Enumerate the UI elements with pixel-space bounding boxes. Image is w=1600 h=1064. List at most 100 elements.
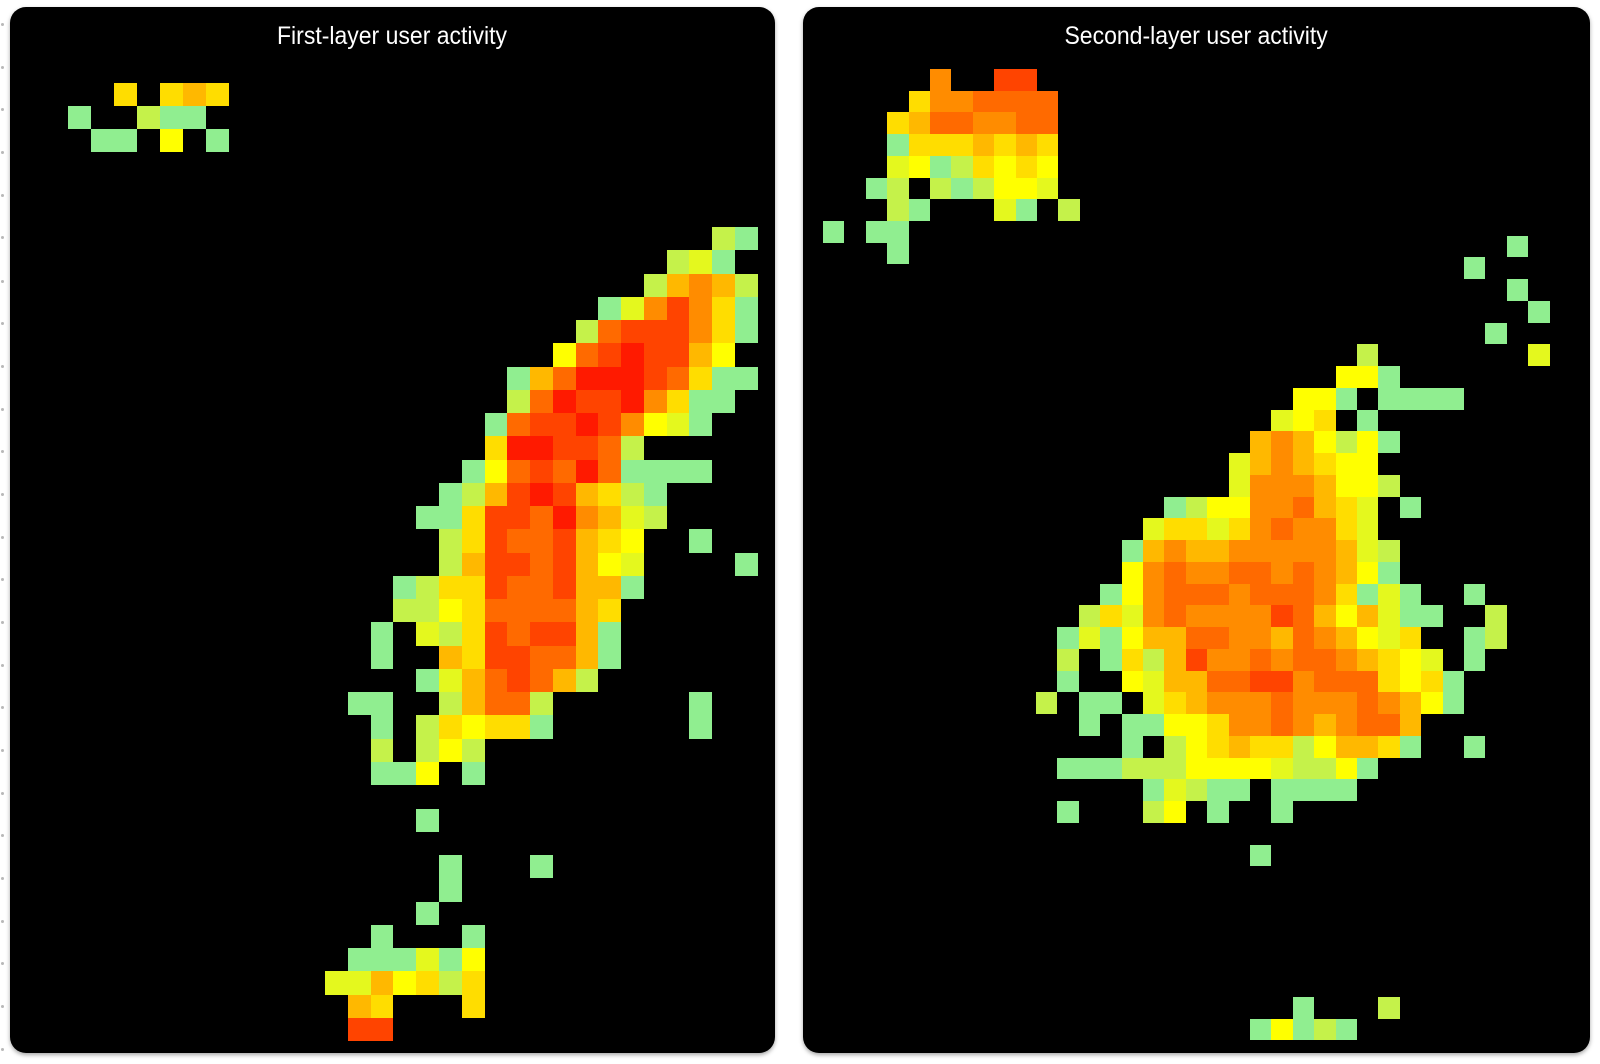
- heatmap-cell: [973, 156, 994, 178]
- heatmap-cell: [667, 274, 689, 297]
- heatmap-cell: [598, 413, 621, 436]
- heatmap-cell: [1378, 475, 1400, 497]
- heatmap-cell: [1378, 562, 1400, 584]
- heatmap-cell: [621, 506, 644, 529]
- tick-dot: [1, 194, 4, 197]
- heatmap-cell: [621, 413, 644, 436]
- heatmap-cell: [1293, 540, 1314, 562]
- heatmap-cell: [530, 390, 553, 413]
- heatmap-cell: [393, 576, 416, 599]
- heatmap-cell: [462, 506, 485, 529]
- heatmap-cell: [1357, 410, 1378, 431]
- heatmap-cell: [909, 112, 930, 134]
- heatmap-cell: [1336, 431, 1357, 453]
- heatmap-cell: [462, 739, 485, 762]
- heatmap-cell: [1314, 627, 1336, 649]
- heatmap-cell: [1400, 671, 1421, 692]
- heatmap-cell: [689, 320, 712, 343]
- heatmap-cell: [667, 343, 689, 367]
- heatmap-cell: [1271, 758, 1293, 779]
- heatmap-cell: [1378, 627, 1400, 649]
- heatmap-cell: [1443, 388, 1464, 410]
- heatmap-cell: [530, 529, 553, 553]
- heatmap-cell: [1016, 91, 1037, 112]
- heatmap-cell: [1164, 627, 1186, 649]
- heatmap-cell: [1271, 627, 1293, 649]
- heatmap-cell: [689, 274, 712, 297]
- heatmap-cell: [1336, 453, 1357, 475]
- tick-dot: [1, 66, 4, 69]
- heatmap-cell: [485, 436, 507, 460]
- heatmap-cell: [1314, 540, 1336, 562]
- first-layer-heatmap: [10, 7, 775, 1053]
- heatmap-cell: [1036, 692, 1057, 714]
- heatmap-cell: [1164, 649, 1186, 671]
- heatmap-cell: [576, 669, 598, 692]
- heatmap-cell: [712, 390, 735, 413]
- heatmap-cell: [735, 227, 758, 250]
- heatmap-cell: [1378, 388, 1400, 410]
- heatmap-cell: [1293, 758, 1314, 779]
- heatmap-cell: [462, 646, 485, 669]
- heatmap-cell: [1164, 736, 1186, 758]
- heatmap-cell: [1186, 540, 1207, 562]
- heatmap-cell: [667, 390, 689, 413]
- heatmap-cell: [462, 715, 485, 739]
- heatmap-cell: [507, 622, 530, 646]
- heatmap-cell: [1186, 584, 1207, 605]
- heatmap-cell: [1143, 801, 1164, 823]
- heatmap-cell: [1143, 714, 1164, 736]
- heatmap-cell: [1100, 584, 1122, 605]
- heatmap-cell: [507, 390, 530, 413]
- heatmap-cell: [1057, 758, 1079, 779]
- heatmap-cell: [1100, 605, 1122, 627]
- tick-dot: [1, 408, 4, 411]
- heatmap-cell: [1229, 758, 1250, 779]
- heatmap-cell: [644, 320, 667, 343]
- heatmap-cell: [1143, 627, 1164, 649]
- heatmap-cell: [1207, 540, 1229, 562]
- heatmap-cell: [598, 553, 621, 576]
- heatmap-cell: [1378, 736, 1400, 758]
- heatmap-cell: [1378, 692, 1400, 714]
- heatmap-cell: [1250, 453, 1271, 475]
- heatmap-cell: [1186, 497, 1207, 518]
- heatmap-cell: [735, 320, 758, 343]
- heatmap-cell: [439, 739, 462, 762]
- heatmap-cell: [1229, 714, 1250, 736]
- heatmap-cell: [598, 646, 621, 669]
- heatmap-cell: [206, 83, 229, 106]
- heatmap-cell: [712, 227, 735, 250]
- heatmap-cell: [1357, 431, 1378, 453]
- heatmap-cell: [1164, 497, 1186, 518]
- heatmap-cell: [1207, 518, 1229, 540]
- heatmap-cell: [887, 156, 909, 178]
- heatmap-cell: [973, 178, 994, 199]
- heatmap-cell: [507, 692, 530, 715]
- heatmap-cell: [1507, 279, 1528, 301]
- heatmap-cell: [1357, 540, 1378, 562]
- heatmap-cell: [439, 878, 462, 902]
- heatmap-cell: [1443, 671, 1464, 692]
- heatmap-cell: [485, 715, 507, 739]
- heatmap-cell: [137, 106, 160, 129]
- heatmap-cell: [994, 91, 1016, 112]
- heatmap-cell: [1229, 540, 1250, 562]
- heatmap-cell: [576, 622, 598, 646]
- heatmap-cell: [1293, 518, 1314, 540]
- heatmap-cell: [598, 599, 621, 622]
- heatmap-cell: [1400, 627, 1421, 649]
- heatmap-cell: [1229, 497, 1250, 518]
- heatmap-cell: [598, 343, 621, 367]
- heatmap-cell: [994, 112, 1016, 134]
- heatmap-cell: [951, 91, 973, 112]
- heatmap-cell: [1357, 475, 1378, 497]
- heatmap-cell: [644, 483, 667, 506]
- heatmap-cell: [1293, 410, 1314, 431]
- heatmap-cell: [530, 599, 553, 622]
- heatmap-cell: [1207, 714, 1229, 736]
- heatmap-cell: [909, 134, 930, 156]
- heatmap-cell: [1250, 518, 1271, 540]
- heatmap-cell: [68, 106, 91, 129]
- heatmap-cell: [485, 622, 507, 646]
